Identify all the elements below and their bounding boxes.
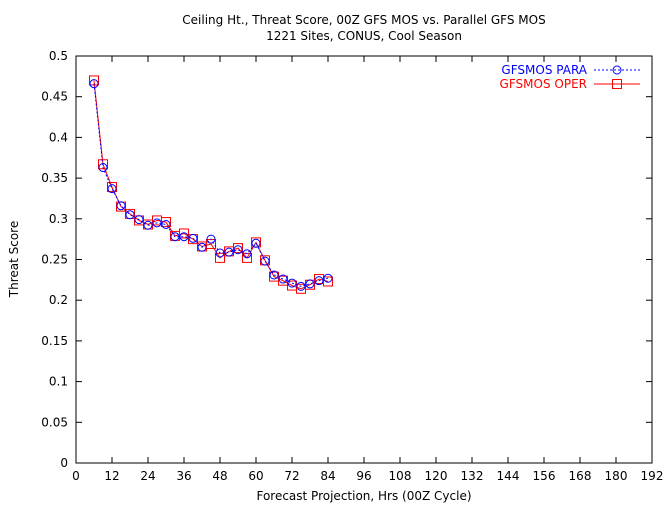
data-point-gfsmos-para — [278, 274, 288, 284]
data-point-gfsmos-para — [215, 248, 225, 258]
legend-label-gfsmos-para: GFSMOS PARA — [501, 63, 587, 77]
data-point-gfsmos-para — [89, 79, 99, 89]
data-point-gfsmos-oper — [233, 243, 243, 254]
x-tick-label: 156 — [533, 469, 556, 483]
x-axis-label: Forecast Projection, Hrs (00Z Cycle) — [256, 489, 471, 503]
x-tick-label: 24 — [140, 469, 155, 483]
x-tick-label: 60 — [248, 469, 263, 483]
data-point-gfsmos-para — [314, 276, 324, 286]
y-tick-label: 0.05 — [41, 415, 68, 429]
y-tick-label: 0.1 — [49, 375, 68, 389]
plot-frame — [75, 55, 653, 464]
data-point-gfsmos-para — [251, 238, 261, 248]
data-point-gfsmos-oper — [179, 228, 189, 239]
data-point-gfsmos-oper — [107, 182, 117, 193]
y-tick-label: 0.5 — [49, 49, 68, 63]
data-point-gfsmos-para — [287, 278, 297, 288]
chart-title: Ceiling Ht., Threat Score, 00Z GFS MOS v… — [182, 13, 545, 27]
x-tick-label: 84 — [320, 469, 335, 483]
x-tick-label: 72 — [284, 469, 299, 483]
chart-subtitle: 1221 Sites, CONUS, Cool Season — [266, 29, 462, 43]
x-tick-label: 168 — [569, 469, 592, 483]
data-point-gfsmos-para — [305, 279, 315, 289]
data-point-gfsmos-para — [224, 247, 234, 257]
data-point-gfsmos-para — [125, 210, 135, 220]
y-tick-label: 0.45 — [41, 90, 68, 104]
x-tick-label: 132 — [461, 469, 484, 483]
x-tick-label: 48 — [212, 469, 227, 483]
data-point-gfsmos-para — [323, 273, 333, 283]
data-point-gfsmos-para — [188, 233, 198, 243]
x-tick-label: 120 — [425, 469, 448, 483]
data-point-gfsmos-para — [269, 270, 279, 280]
x-tick-label: 0 — [72, 469, 80, 483]
x-tick-label: 36 — [176, 469, 191, 483]
x-tick-label: 108 — [389, 469, 412, 483]
data-point-gfsmos-para — [152, 218, 162, 228]
y-tick-label: 0.35 — [41, 171, 68, 185]
legend-marker-gfsmos-para — [612, 65, 622, 75]
data-point-gfsmos-para — [242, 249, 252, 259]
legend-marker-gfsmos-oper — [612, 79, 622, 89]
plot-area: 0 12 24 36 48 60 72 84 96 108 120 132 144 156 168 180 19… — [41, 49, 663, 483]
y-tick-label: 0.15 — [41, 334, 68, 348]
data-point-gfsmos-oper — [323, 276, 333, 287]
y-tick-label: 0.2 — [49, 293, 68, 307]
y-tick-label: 0 — [60, 456, 68, 470]
data-point-gfsmos-para — [197, 242, 207, 252]
data-point-gfsmos-para — [116, 201, 126, 211]
data-point-gfsmos-para — [260, 256, 270, 266]
data-point-gfsmos-para — [161, 219, 171, 229]
data-point-gfsmos-para — [170, 232, 180, 242]
data-point-gfsmos-para — [107, 184, 117, 194]
data-point-gfsmos-para — [179, 232, 189, 242]
data-point-gfsmos-oper — [161, 217, 171, 228]
data-point-gfsmos-para — [296, 281, 306, 291]
data-point-gfsmos-para — [98, 163, 108, 173]
y-tick-label: 0.3 — [49, 212, 68, 226]
data-point-gfsmos-para — [143, 220, 153, 230]
x-tick-label: 144 — [497, 469, 520, 483]
data-point-gfsmos-para — [134, 215, 144, 225]
x-tick-label: 96 — [356, 469, 371, 483]
legend-label-gfsmos-oper: GFSMOS OPER — [500, 77, 587, 91]
y-axis-label: Threat Score — [7, 221, 21, 298]
x-tick-label: 12 — [104, 469, 119, 483]
data-point-gfsmos-para — [206, 234, 216, 244]
y-tick-label: 0.25 — [41, 253, 68, 267]
data-point-gfsmos-para — [233, 245, 243, 255]
x-tick-label: 180 — [605, 469, 628, 483]
series-line-gfsmos-para — [93, 83, 329, 287]
series-line-gfsmos-oper — [93, 80, 329, 290]
y-tick-label: 0.4 — [49, 130, 68, 144]
x-tick-label: 192 — [641, 469, 664, 483]
